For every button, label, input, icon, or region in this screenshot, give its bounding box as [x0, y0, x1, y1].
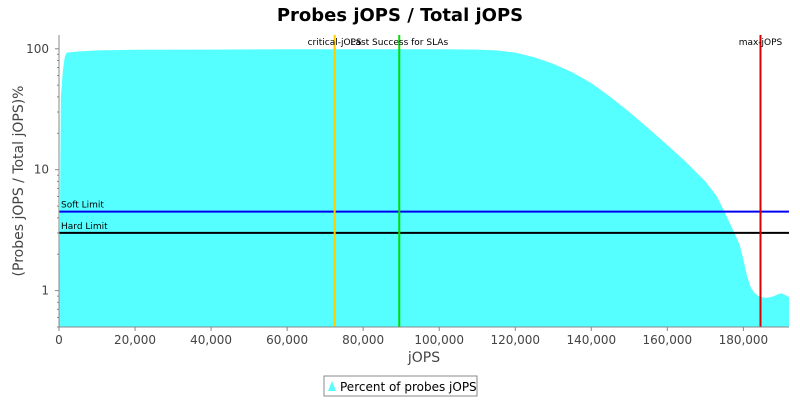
h-marker-label-0: Soft Limit	[61, 201, 104, 211]
legend-swatch-icon	[328, 381, 336, 391]
y-axis-title: (Probes jOPS / Total jOPS)%	[11, 86, 27, 277]
series-area-0	[59, 49, 789, 328]
x-tick-label-9: 180,000	[719, 333, 769, 347]
x-tick-label-4: 80,000	[342, 333, 384, 347]
x-tick-label-7: 140,000	[566, 333, 616, 347]
x-tick-label-8: 160,000	[643, 333, 693, 347]
v-marker-label-2: max-jOPS	[739, 38, 783, 48]
x-tick-label-1: 20,000	[114, 333, 156, 347]
h-marker-label-1: Hard Limit	[61, 222, 108, 232]
x-axis-title: jOPS	[407, 350, 440, 366]
legend: Percent of probes jOPS	[323, 375, 478, 397]
y-tick-label-1: 10	[34, 163, 49, 177]
x-tick-label-5: 100,000	[414, 333, 464, 347]
y-tick-label-2: 100	[26, 42, 49, 56]
v-marker-label-0: critical-jOPS	[308, 38, 362, 48]
x-tick-label-2: 40,000	[190, 333, 232, 347]
x-tick-label-6: 120,000	[490, 333, 540, 347]
x-tick-label-3: 60,000	[266, 333, 308, 347]
legend-label: Percent of probes jOPS	[340, 380, 477, 394]
x-tick-label-0: 0	[55, 333, 63, 347]
v-marker-label-1: Last Success for SLAs	[350, 38, 448, 48]
plot-layer	[59, 49, 789, 328]
chart-title: Probes jOPS / Total jOPS	[277, 5, 523, 26]
axis-layer: 0 20,000 40,000 60,000 80,000 100,000 120,000 1…	[26, 35, 789, 347]
legend-box	[323, 375, 478, 397]
legend-swatch-shape	[328, 381, 336, 391]
y-tick-label-0: 1	[41, 284, 49, 298]
